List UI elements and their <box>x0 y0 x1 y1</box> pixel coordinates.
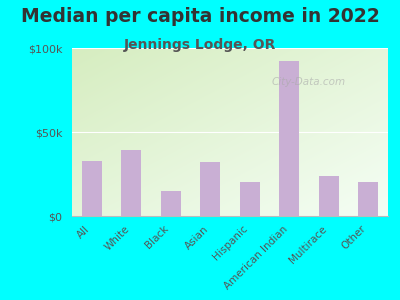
Bar <box>319 176 339 216</box>
Text: City-Data.com: City-Data.com <box>271 76 345 87</box>
Bar <box>358 182 378 216</box>
Text: Median per capita income in 2022: Median per capita income in 2022 <box>21 8 379 26</box>
Bar <box>200 162 220 216</box>
Bar <box>82 160 102 216</box>
Bar <box>121 151 141 216</box>
Bar <box>161 191 181 216</box>
Bar <box>240 182 260 216</box>
Text: Jennings Lodge, OR: Jennings Lodge, OR <box>124 38 276 52</box>
Bar <box>279 61 299 216</box>
